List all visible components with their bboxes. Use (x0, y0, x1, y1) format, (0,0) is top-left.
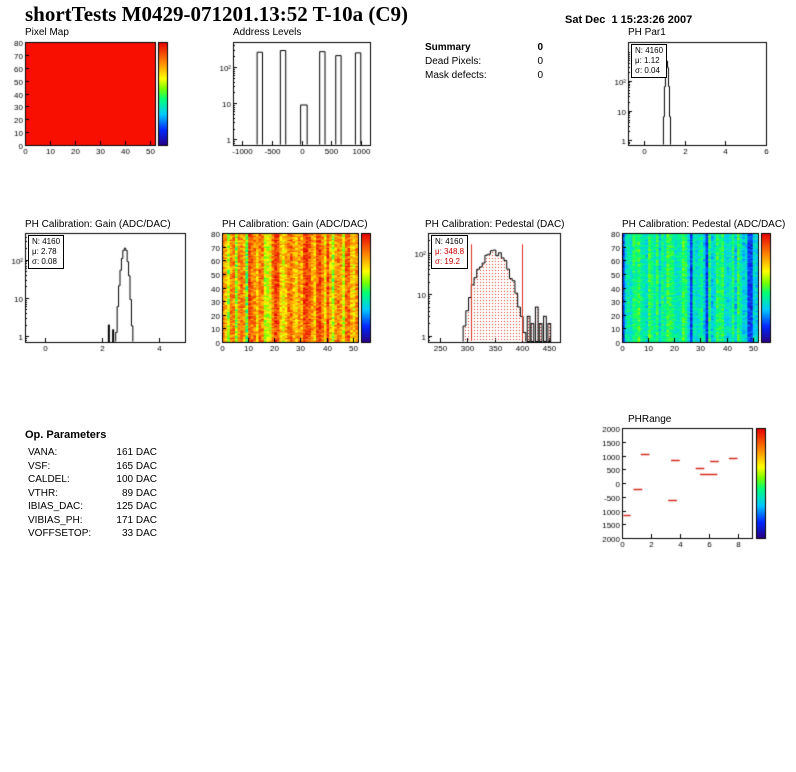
op-param-label: VIBIAS_PH: (28, 514, 83, 526)
chart-title-gain-hist: PH Calibration: Gain (ADC/DAC) (25, 219, 171, 230)
op-param-row: VTHR: 89 DAC (25, 487, 157, 501)
stat-mu: μ: 1.12 (635, 56, 660, 65)
summary-row-value: 0 (537, 56, 543, 67)
chart-title-address-levels: Address Levels (233, 27, 302, 38)
chart-title-pedestal-map: PH Calibration: Pedestal (ADC/DAC) (622, 219, 786, 230)
op-param-label: VSF: (28, 460, 51, 472)
stat-mu: μ: 2.78 (32, 247, 57, 256)
summary-title: Summary (425, 42, 471, 53)
op-param-value: 171 DAC (116, 514, 157, 526)
stat-n: N: 4160 (435, 237, 464, 246)
chart-title-pedestal-hist: PH Calibration: Pedestal (DAC) (425, 219, 565, 230)
chart-title-gain-map: PH Calibration: Gain (ADC/DAC) (222, 219, 368, 230)
summary-row: Dead Pixels: 0 (425, 56, 543, 67)
op-param-label: CALDEL: (28, 474, 70, 486)
op-param-row: VSF: 165 DAC (25, 460, 157, 474)
summary-row: Mask defects: 0 (425, 70, 543, 81)
summary-row-label: Dead Pixels: (425, 56, 482, 67)
chart-title-ph-par1: PH Par1 (628, 27, 666, 38)
op-param-value: 125 DAC (116, 501, 157, 513)
op-parameters-title: Op. Parameters (25, 429, 107, 441)
timestamp: Sat Dec 1 15:23:26 2007 (565, 14, 693, 26)
op-param-value: 165 DAC (116, 460, 157, 472)
chart-title-pixel-map: Pixel Map (25, 27, 69, 38)
op-param-row: VOFFSETOP: 33 DAC (25, 527, 157, 541)
stats-box-gain-hist: N: 4160 μ: 2.78 σ: 0.08 (28, 235, 65, 269)
chart-title-ph-range: PHRange (628, 414, 672, 425)
stat-sigma: σ: 0.04 (635, 66, 660, 75)
summary-row-label: Mask defects: (425, 70, 487, 81)
op-param-label: IBIAS_DAC: (28, 501, 84, 513)
summary-row-value: 0 (537, 70, 543, 81)
op-param-label: VANA: (28, 447, 58, 459)
op-param-row: VIBIAS_PH: 171 DAC (25, 514, 157, 528)
stat-n: N: 4160 (635, 46, 664, 55)
op-param-row: CALDEL: 100 DAC (25, 473, 157, 487)
op-param-value: 33 DAC (121, 528, 157, 540)
page-title: shortTests M0429-071201.13:52 T-10a (C9) (25, 2, 409, 26)
op-param-row: IBIAS_DAC: 125 DAC (25, 500, 157, 514)
stats-box-pedestal-hist: N: 4160 μ: 348.8 σ: 19.2 (431, 235, 469, 269)
op-param-value: 100 DAC (116, 474, 157, 486)
summary-value: 0 (537, 42, 543, 53)
op-param-value: 161 DAC (116, 447, 157, 459)
stat-mu: μ: 348.8 (435, 247, 465, 256)
op-param-value: 89 DAC (121, 487, 157, 499)
op-parameters-block: Op. Parameters VANA: 161 DAC VSF: 165 DA… (25, 429, 157, 541)
stat-sigma: σ: 19.2 (435, 257, 460, 266)
op-param-label: VOFFSETOP: (28, 528, 92, 540)
op-param-row: VANA: 161 DAC (25, 446, 157, 460)
stat-sigma: σ: 0.08 (32, 257, 57, 266)
stats-box-ph-par1: N: 4160 μ: 1.12 σ: 0.04 (631, 44, 668, 78)
summary-block: Summary 0 Dead Pixels: 0 Mask defects: 0 (425, 42, 543, 81)
stat-n: N: 4160 (32, 237, 61, 246)
op-param-label: VTHR: (28, 487, 58, 499)
